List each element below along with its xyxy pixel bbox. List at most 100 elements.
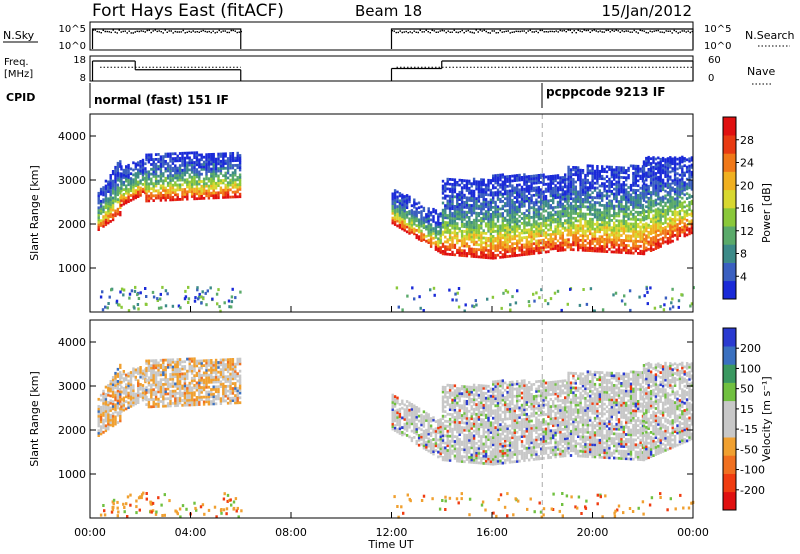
power-cell — [393, 223, 397, 226]
power-cell — [520, 217, 524, 220]
power-cell — [664, 170, 667, 174]
power-cell — [200, 163, 203, 166]
velocity-cell — [141, 391, 145, 395]
power-cell — [111, 184, 115, 188]
power-cell — [657, 188, 660, 191]
power-scatter — [202, 297, 205, 301]
power-cell — [657, 156, 660, 160]
power-cell — [111, 186, 115, 190]
power-cell — [561, 176, 564, 179]
power-cell — [190, 192, 194, 196]
power-cell — [494, 205, 497, 209]
velocity-cell — [159, 380, 163, 384]
power-cell — [520, 248, 524, 252]
power-cell — [683, 188, 686, 192]
power-cell — [654, 181, 658, 185]
power-cell — [139, 193, 142, 197]
power-cell — [427, 224, 430, 228]
power-scatter — [643, 294, 646, 298]
power-cell — [441, 252, 445, 256]
power-cell — [671, 218, 674, 221]
power-cell — [632, 203, 635, 207]
power-cell — [652, 175, 655, 179]
power-cell — [639, 198, 642, 202]
power-cell — [574, 168, 577, 172]
power-cell — [556, 196, 560, 199]
power-cell — [475, 202, 478, 205]
power-cell — [659, 177, 662, 181]
power-cell — [622, 166, 625, 170]
power-cell — [603, 182, 606, 186]
power-cell — [572, 192, 575, 196]
power-cell — [432, 207, 435, 211]
power-colorbar-swatch — [723, 280, 736, 300]
power-cell — [513, 237, 516, 241]
velocity-cell — [152, 361, 155, 365]
power-cell — [530, 201, 533, 205]
velocity-cell — [147, 398, 151, 401]
power-cell — [681, 167, 684, 171]
power-cell — [236, 188, 239, 191]
power-cell — [102, 193, 105, 197]
power-cell — [540, 239, 543, 242]
power-cell — [513, 196, 516, 199]
power-cell — [673, 204, 677, 208]
power-cell — [552, 199, 555, 202]
power-cell — [410, 209, 414, 212]
power-cell — [487, 254, 490, 257]
power-cell — [162, 194, 165, 197]
velocity-cell — [188, 398, 191, 402]
velocity-cell — [207, 373, 211, 377]
power-cell — [446, 204, 449, 208]
power-cell — [516, 244, 519, 248]
power-cell — [652, 187, 655, 191]
power-cell — [516, 183, 519, 187]
power-cell — [482, 229, 485, 233]
power-cell — [685, 187, 689, 191]
velocity-cell — [159, 366, 163, 369]
power-cell — [540, 205, 543, 208]
power-cell — [610, 245, 613, 249]
velocity-cell — [109, 409, 112, 412]
power-cell — [398, 223, 402, 227]
power-cell — [231, 178, 235, 182]
power-cell — [528, 206, 531, 210]
power-cell — [137, 180, 140, 184]
power-cell — [472, 247, 476, 251]
velocity-cell — [207, 393, 211, 396]
power-cell — [396, 219, 399, 223]
power-cell — [444, 247, 447, 251]
power-cell — [434, 211, 438, 215]
power-cell — [569, 185, 573, 188]
power-cell — [564, 243, 567, 247]
power-cell — [217, 191, 220, 195]
power-cell — [688, 208, 691, 211]
power-cell — [625, 188, 628, 192]
power-cell — [499, 234, 502, 237]
power-cell — [554, 196, 557, 200]
power-cell — [537, 200, 540, 204]
power-cell — [470, 182, 473, 186]
power-cell — [601, 235, 604, 239]
power-cell — [556, 244, 560, 248]
power-cell — [460, 210, 464, 214]
power-cell — [649, 205, 653, 209]
power-cell — [178, 152, 182, 155]
velocity-cell — [183, 389, 187, 393]
power-cell — [584, 181, 587, 184]
power-cell — [137, 190, 140, 194]
velocity-cell — [193, 384, 196, 387]
power-cell — [598, 225, 601, 229]
power-cell — [654, 225, 658, 229]
power-cell — [468, 223, 471, 226]
power-cell — [540, 222, 543, 225]
power-cell — [444, 204, 447, 207]
power-cell — [523, 175, 526, 179]
power-scatter — [406, 294, 409, 298]
power-cell — [540, 217, 543, 221]
power-cell — [574, 197, 577, 201]
power-cell — [647, 209, 650, 212]
power-cell — [601, 167, 604, 171]
power-cell — [528, 235, 531, 239]
